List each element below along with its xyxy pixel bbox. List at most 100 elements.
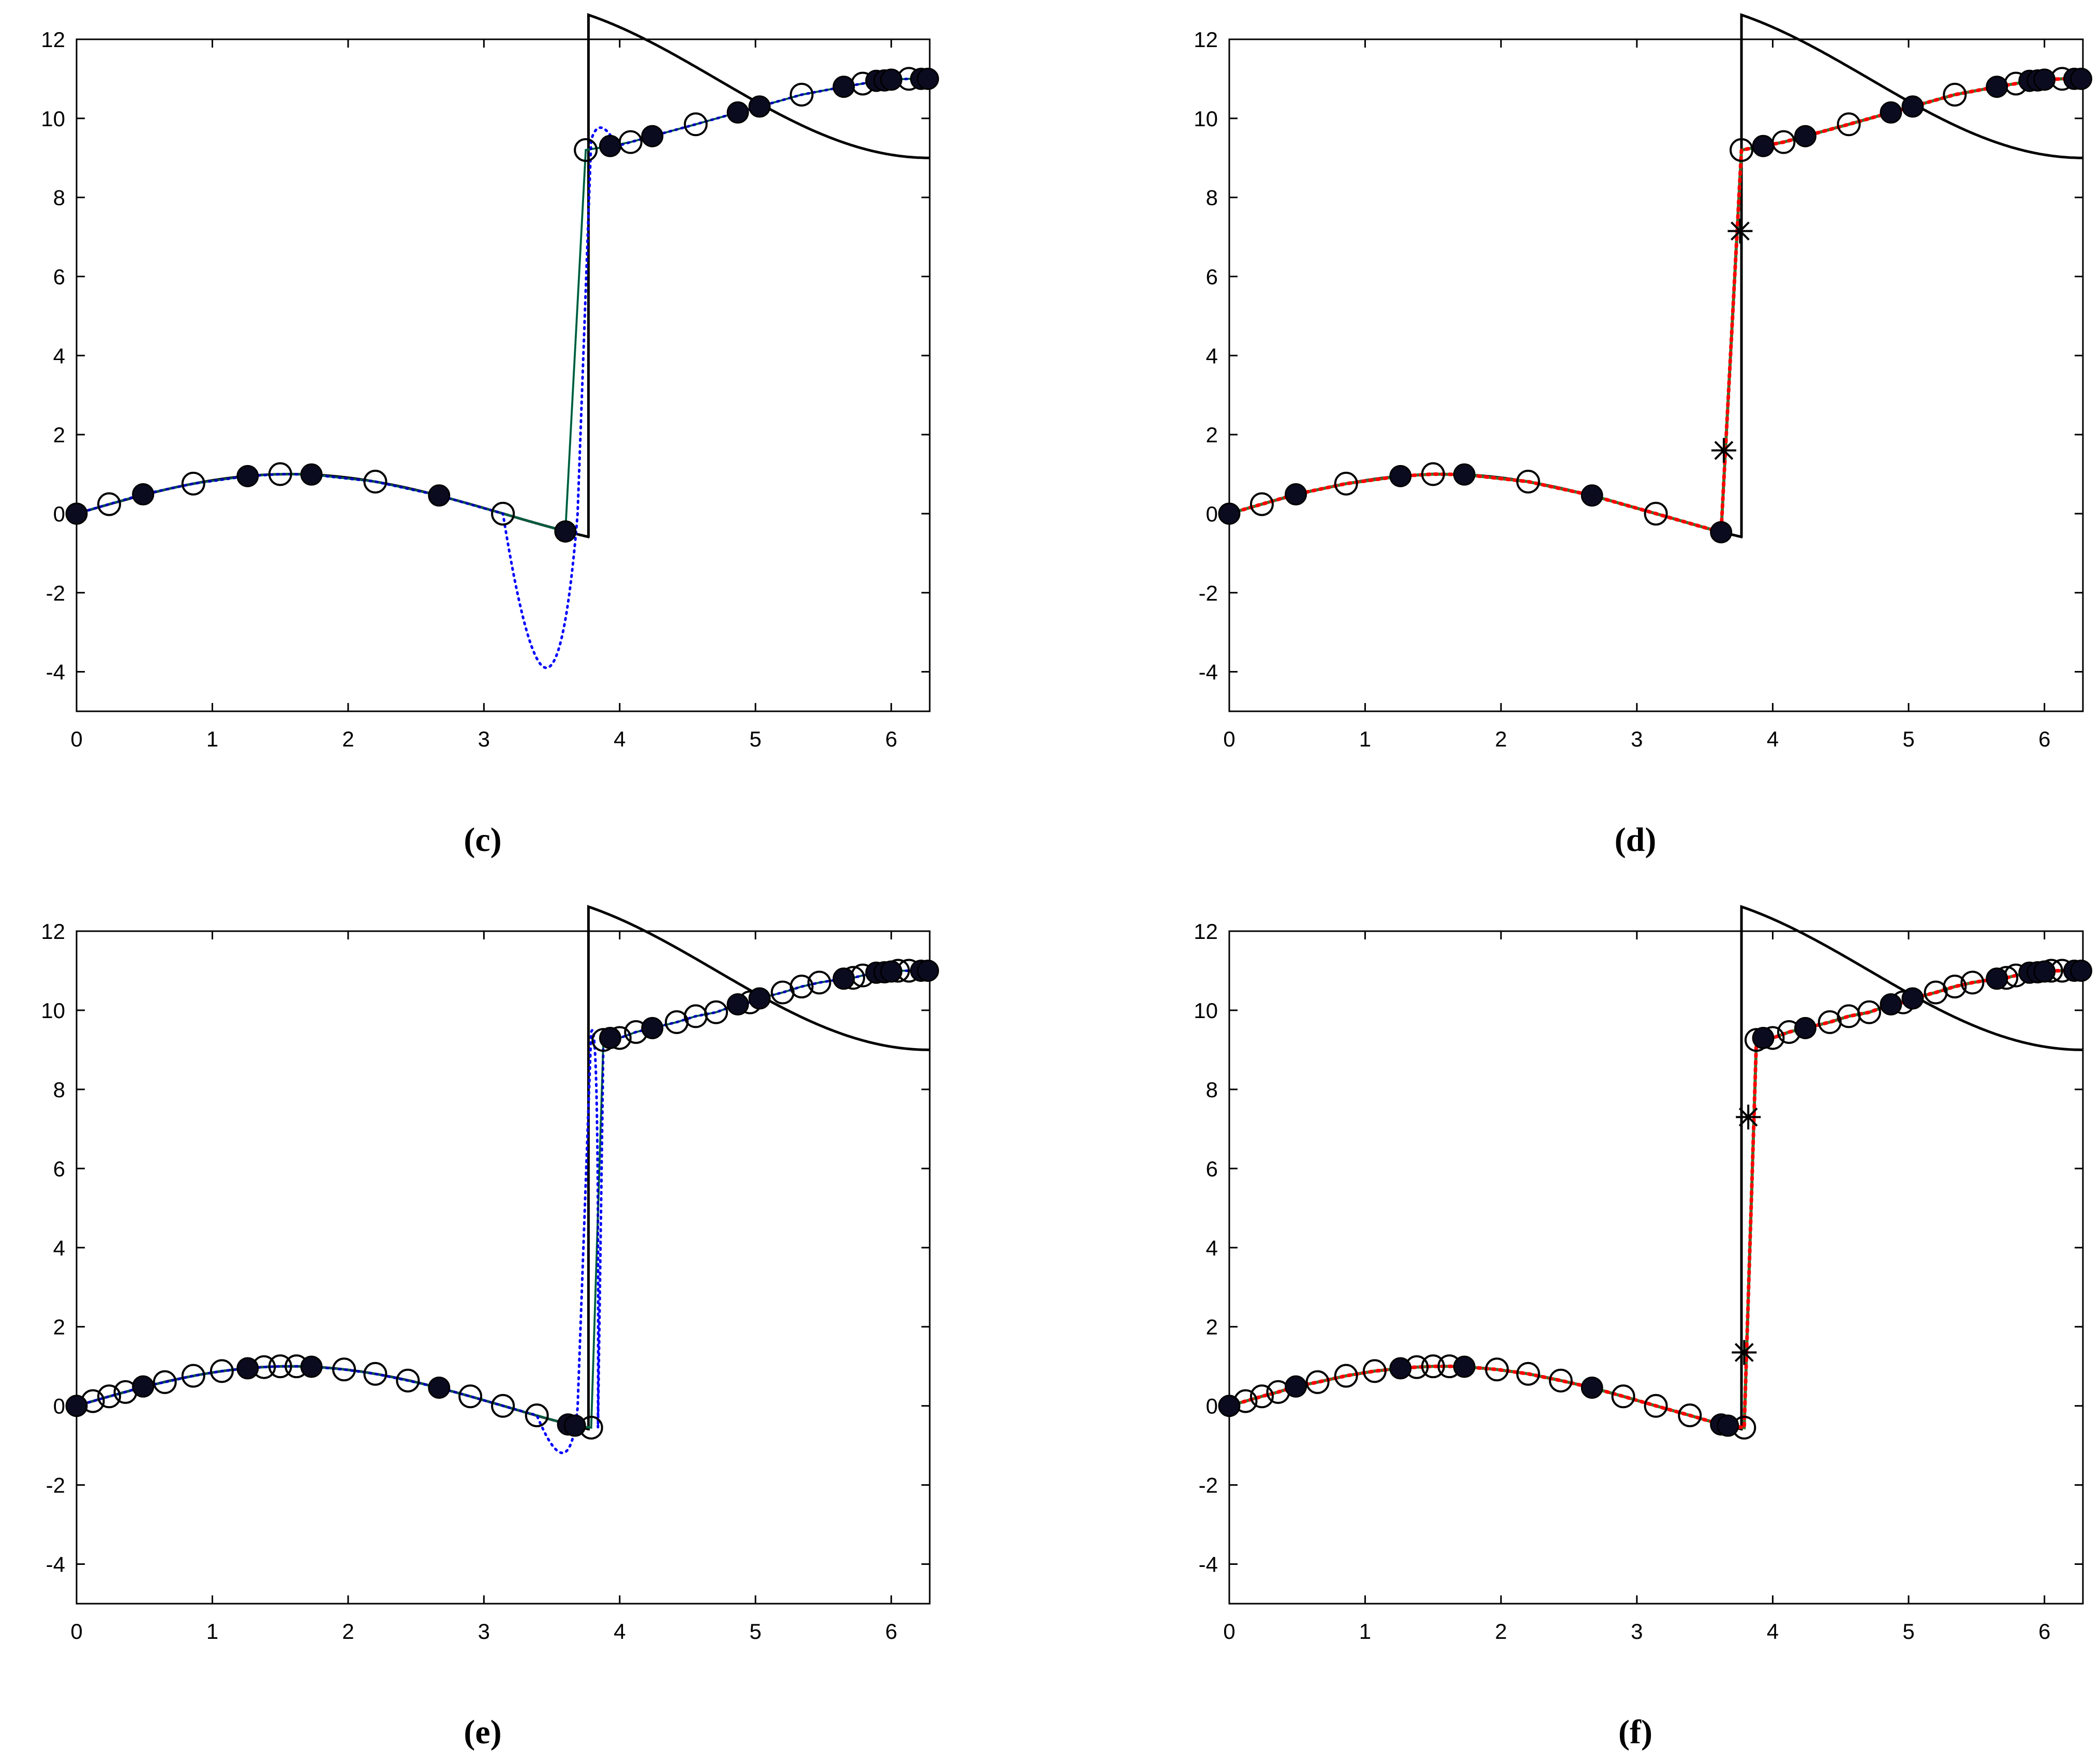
y-tick-label-c: -4 bbox=[46, 660, 65, 684]
filled-marker-e bbox=[132, 1375, 155, 1398]
open-marker-c bbox=[491, 501, 515, 526]
caption-e: (e) bbox=[464, 1713, 501, 1751]
x-tick-label-c: 6 bbox=[885, 727, 897, 751]
y-tick-label-d: 10 bbox=[1194, 107, 1218, 131]
open-marker-f bbox=[1548, 1368, 1573, 1393]
filled-marker-f bbox=[1389, 1357, 1412, 1380]
y-tick-label-c: 2 bbox=[53, 423, 65, 447]
filled-marker-d bbox=[2070, 67, 2093, 90]
filled-marker-e bbox=[65, 1395, 88, 1417]
star-marker-d bbox=[1727, 218, 1753, 244]
open-marker-e bbox=[396, 1368, 420, 1393]
filled-marker-c bbox=[65, 502, 88, 525]
filled-marker-d bbox=[1752, 135, 1775, 157]
filled-marker-c bbox=[428, 484, 451, 507]
filled-marker-c bbox=[832, 76, 855, 98]
y-tick-label-e: -2 bbox=[46, 1473, 65, 1498]
y-tick-label-f: 10 bbox=[1194, 998, 1218, 1023]
caption-d: (d) bbox=[1615, 821, 1657, 859]
open-marker-f bbox=[1611, 1384, 1635, 1409]
open-marker-e bbox=[704, 1000, 728, 1024]
filled-marker-f bbox=[1285, 1375, 1307, 1398]
filled-marker-f bbox=[1901, 987, 1924, 1010]
y-tick-label-f: -4 bbox=[1199, 1552, 1218, 1577]
x-tick-label-d: 6 bbox=[2038, 727, 2050, 751]
x-tick-label-e: 3 bbox=[478, 1619, 490, 1644]
open-marker-c bbox=[268, 462, 292, 486]
filled-marker-c bbox=[599, 135, 621, 157]
x-tick-label-d: 4 bbox=[1767, 727, 1779, 751]
filled-marker-e bbox=[880, 960, 903, 983]
y-tick-label-c: 10 bbox=[41, 107, 65, 131]
y-tick-label-e: 10 bbox=[41, 998, 65, 1023]
y-tick-label-c: 4 bbox=[53, 343, 65, 368]
filled-marker-f bbox=[1986, 967, 2008, 990]
filled-marker-f bbox=[1752, 1026, 1775, 1049]
filled-marker-e bbox=[748, 987, 771, 1010]
y-tick-label-d: 4 bbox=[1206, 343, 1218, 368]
y-tick-label-e: 0 bbox=[53, 1394, 65, 1418]
open-marker-d bbox=[1644, 501, 1668, 526]
caption-c: (c) bbox=[464, 821, 501, 859]
y-tick-label-d: -4 bbox=[1199, 660, 1218, 684]
open-marker-e bbox=[268, 1354, 292, 1379]
open-marker-e bbox=[363, 1362, 388, 1386]
x-tick-label-c: 3 bbox=[478, 727, 490, 751]
y-tick-label-e: 12 bbox=[41, 919, 65, 944]
spline-interpolant-line-c bbox=[75, 77, 929, 669]
open-marker-e bbox=[458, 1384, 483, 1409]
open-marker-c bbox=[683, 112, 708, 137]
x-tick-label-e: 2 bbox=[342, 1619, 354, 1644]
axes-box-c bbox=[76, 38, 931, 712]
y-tick-label-e: 4 bbox=[53, 1236, 65, 1260]
y-tick-label-d: 0 bbox=[1206, 502, 1218, 526]
y-tick-label-f: 8 bbox=[1206, 1078, 1218, 1102]
filled-marker-f bbox=[1717, 1414, 1739, 1437]
y-tick-label-c: 6 bbox=[53, 264, 65, 289]
open-marker-c bbox=[181, 471, 205, 496]
y-tick-label-f: -2 bbox=[1199, 1473, 1218, 1498]
open-marker-c bbox=[790, 82, 814, 107]
x-tick-label-d: 1 bbox=[1359, 727, 1371, 751]
filled-marker-d bbox=[1880, 101, 1902, 124]
open-marker-e bbox=[332, 1357, 356, 1382]
x-tick-label-d: 3 bbox=[1631, 727, 1643, 751]
y-tick-label-d: 12 bbox=[1194, 27, 1218, 52]
open-marker-c bbox=[574, 138, 598, 162]
x-tick-label-c: 5 bbox=[750, 727, 762, 751]
x-tick-label-e: 4 bbox=[614, 1619, 625, 1644]
open-marker-e bbox=[210, 1359, 234, 1383]
y-tick-label-d: 6 bbox=[1206, 264, 1218, 289]
x-tick-label-c: 0 bbox=[70, 727, 82, 751]
star-marker-d bbox=[1711, 438, 1736, 463]
y-tick-label-e: 6 bbox=[53, 1157, 65, 1181]
open-marker-d bbox=[1516, 470, 1540, 494]
open-marker-d bbox=[1837, 112, 1861, 137]
x-tick-label-e: 1 bbox=[206, 1619, 218, 1644]
open-marker-f bbox=[1362, 1359, 1387, 1383]
y-tick-label-f: 2 bbox=[1206, 1315, 1218, 1339]
open-marker-e bbox=[97, 1384, 121, 1409]
filled-marker-d bbox=[1901, 95, 1924, 118]
y-tick-label-c: 12 bbox=[41, 27, 65, 52]
open-marker-f bbox=[1644, 1394, 1668, 1418]
x-tick-label-f: 3 bbox=[1631, 1619, 1643, 1644]
y-tick-label-d: 8 bbox=[1206, 186, 1218, 210]
filled-marker-d bbox=[1453, 463, 1476, 486]
filled-marker-c bbox=[880, 68, 903, 91]
x-tick-label-e: 6 bbox=[885, 1619, 897, 1644]
filled-marker-c bbox=[917, 67, 940, 90]
open-marker-f bbox=[1421, 1354, 1445, 1379]
filled-marker-d bbox=[1389, 465, 1412, 487]
y-tick-label-c: 8 bbox=[53, 186, 65, 210]
filled-marker-d bbox=[1986, 76, 2008, 98]
open-marker-f bbox=[1516, 1362, 1540, 1386]
open-marker-f bbox=[1857, 1000, 1881, 1024]
x-tick-label-f: 5 bbox=[1902, 1619, 1914, 1644]
x-tick-label-f: 6 bbox=[2038, 1619, 2050, 1644]
